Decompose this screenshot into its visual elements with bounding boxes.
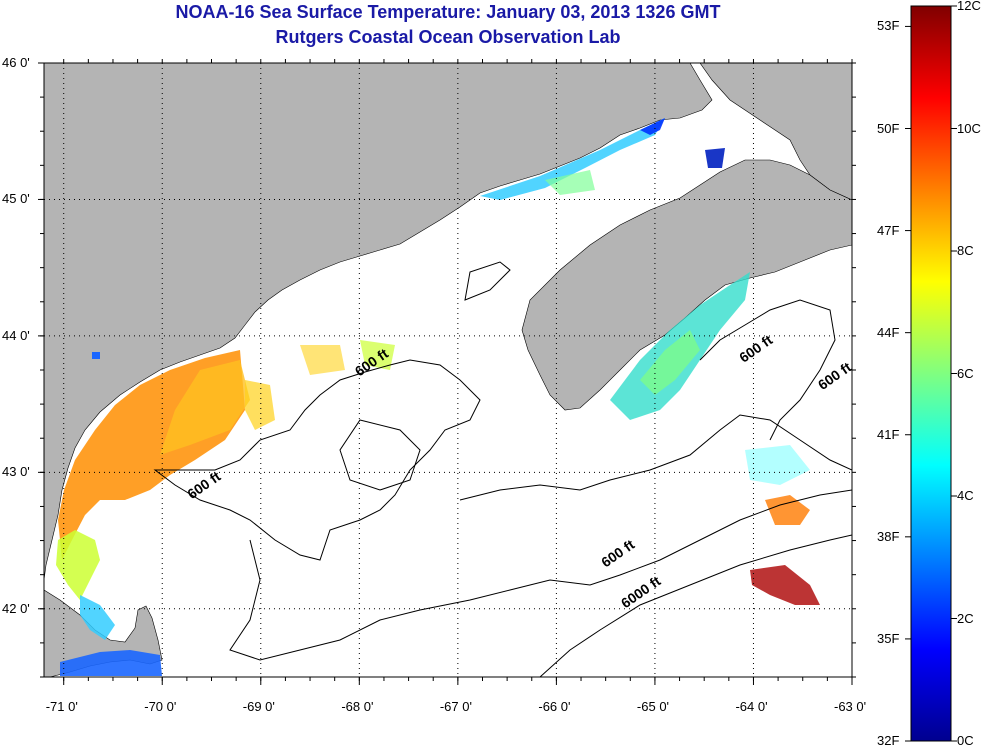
colorbar-f-label: 50F [877, 120, 900, 136]
colorbar-f-label: 38F [877, 528, 900, 544]
land-maine-newbrunswick [44, 63, 713, 581]
bathymetry-contours [153, 261, 852, 677]
colorbar-f-label: 35F [877, 630, 900, 646]
lon-tick-label: -63 0' [834, 699, 867, 714]
lat-tick-label: 46 0' [2, 55, 30, 70]
lon-tick-label: -67 0' [439, 699, 472, 714]
colorbar-c-label: 0C [957, 733, 974, 748]
colorbar-c-label: 4C [957, 488, 974, 503]
lon-tick-label: -69 0' [242, 699, 275, 714]
colorbar-c-label: 10C [957, 120, 981, 136]
colorbar-c-label: 6C [957, 365, 974, 381]
colorbar-f-label: 32F [877, 733, 900, 748]
colorbar-f-label: 53F [877, 18, 900, 34]
colorbar-ticks [905, 5, 957, 742]
lon-tick-label: -65 0' [636, 699, 670, 714]
axis-ticks [38, 59, 856, 685]
colorbar-f-label: 44F [877, 324, 900, 340]
lon-tick-label: -66 0' [538, 699, 571, 714]
lon-tick-label: -68 0' [341, 699, 374, 714]
colorbar-f-label: 47F [877, 222, 900, 238]
lat-tick-label: 43 0' [2, 464, 30, 480]
map-subtitle: Rutgers Coastal Ocean Observation Lab [275, 27, 621, 47]
lon-tick-label: -70 0' [144, 699, 177, 714]
colorbar-c-label: 8C [957, 243, 974, 258]
colorbar-f-label: 41F [877, 426, 900, 442]
map-title: NOAA-16 Sea Surface Temperature: January… [175, 2, 721, 22]
colorbar-c-label: 2C [957, 610, 974, 626]
colorbar-c-label: 12C [957, 0, 981, 13]
lon-tick-label: -64 0' [735, 699, 768, 714]
lat-tick-label: 45 0' [2, 191, 30, 207]
land-nova-scotia-peninsula [521, 159, 852, 411]
lat-tick-label: 42 0' [2, 600, 30, 616]
lon-tick-label: -71 0' [45, 699, 78, 714]
lat-tick-label: 44 0' [2, 327, 30, 343]
colorbar [910, 5, 952, 742]
